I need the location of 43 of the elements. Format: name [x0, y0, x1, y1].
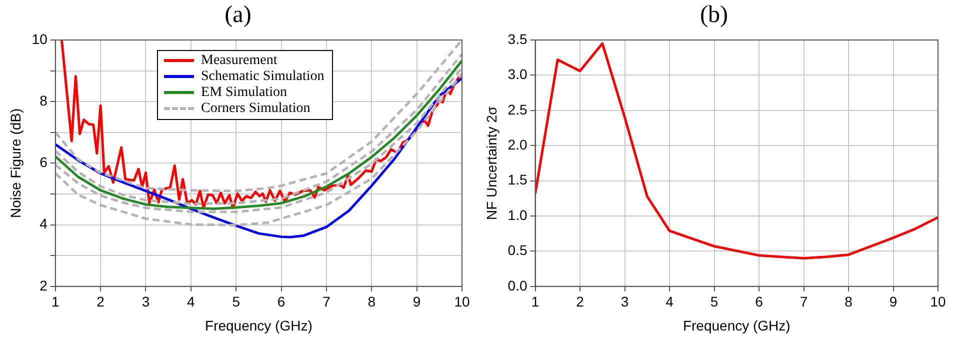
- y-tick-label: 6: [40, 154, 48, 170]
- y-tick-label: 1.5: [508, 172, 528, 188]
- x-tick-label: 4: [187, 294, 196, 310]
- legend-label: Schematic Simulation: [201, 68, 324, 85]
- x-tick-label: 7: [322, 294, 331, 310]
- x-tick-label: 3: [142, 294, 150, 310]
- x-tick-label: 1: [531, 294, 540, 310]
- x-tick-label: 5: [710, 294, 718, 310]
- y-axis-title: Noise Figure (dB): [7, 108, 24, 218]
- x-tick-label: 9: [412, 294, 421, 310]
- y-tick-label: 0.5: [508, 242, 528, 258]
- x-tick-label: 9: [889, 294, 898, 310]
- y-tick-label: 3.5: [508, 30, 528, 47]
- x-axis-title: Frequency (GHz): [682, 317, 790, 334]
- y-tick-label: 3.0: [508, 66, 528, 82]
- x-tick-label: 6: [277, 294, 286, 310]
- x-tick-label: 4: [666, 294, 674, 310]
- legend-label: Measurement: [201, 52, 278, 69]
- y-tick-label: 8: [40, 92, 48, 108]
- y-tick-label: 1.0: [508, 206, 528, 223]
- y-tick-label: 2.5: [508, 101, 528, 118]
- x-tick-label: 7: [800, 294, 808, 310]
- x-tick-label: 2: [576, 294, 584, 310]
- x-tick-label: 6: [755, 294, 764, 310]
- x-tick-label: 8: [368, 294, 376, 310]
- y-axis-title: NF Uncertainty 2σ: [483, 106, 500, 220]
- x-tick-label: 2: [96, 294, 105, 310]
- chart-title: (b): [699, 2, 729, 29]
- y-tick-label: 0.0: [508, 277, 528, 294]
- x-tick-label: 10: [454, 294, 470, 310]
- x-tick-label: 5: [232, 294, 240, 310]
- y-tick-label: 10: [32, 30, 48, 47]
- legend-label: EM Simulation: [201, 84, 287, 101]
- chart-title: (a): [224, 2, 252, 29]
- y-tick-label: 2.0: [508, 136, 528, 152]
- x-tick-label: 10: [930, 294, 946, 310]
- x-tick-label: 3: [620, 294, 629, 310]
- x-tick-label: 1: [51, 294, 60, 310]
- legend-label: Corners Simulation: [201, 100, 310, 117]
- y-tick-label: 4: [40, 216, 48, 232]
- x-axis-title: Frequency (GHz): [205, 317, 312, 334]
- x-tick-label: 8: [844, 294, 853, 310]
- y-tick-label: 2: [40, 277, 48, 294]
